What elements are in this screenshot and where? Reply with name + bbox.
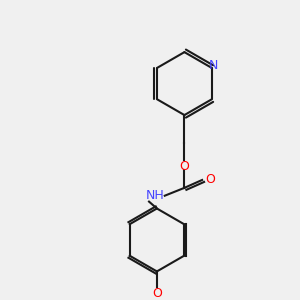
Text: O: O: [179, 160, 189, 173]
Text: NH: NH: [146, 189, 164, 202]
Text: N: N: [209, 59, 218, 72]
Text: O: O: [205, 173, 215, 187]
Text: O: O: [152, 286, 162, 300]
